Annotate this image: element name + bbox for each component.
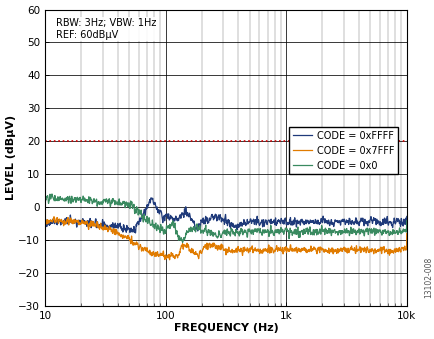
CODE = 0x0	[180, 240, 185, 244]
Legend: CODE = 0xFFFF, CODE = 0x7FFF, CODE = 0x0: CODE = 0xFFFF, CODE = 0x7FFF, CODE = 0x0	[288, 127, 398, 175]
CODE = 0x0	[358, 228, 363, 232]
Line: CODE = 0x7FFF: CODE = 0x7FFF	[45, 217, 406, 260]
CODE = 0x0	[105, 200, 110, 204]
CODE = 0x0	[84, 199, 89, 203]
CODE = 0x7FFF	[83, 221, 89, 225]
Text: 13102-008: 13102-008	[423, 257, 432, 298]
CODE = 0xFFFF	[132, 231, 138, 235]
CODE = 0x7FFF	[105, 230, 110, 234]
CODE = 0x7FFF	[181, 243, 186, 247]
CODE = 0x7FFF	[357, 250, 362, 254]
CODE = 0xFFFF	[83, 222, 89, 226]
Y-axis label: LEVEL (dBμV): LEVEL (dBμV)	[6, 115, 16, 200]
CODE = 0x7FFF	[197, 249, 202, 253]
CODE = 0xFFFF	[403, 214, 408, 218]
CODE = 0xFFFF	[396, 219, 401, 223]
Line: CODE = 0x0: CODE = 0x0	[45, 194, 406, 242]
CODE = 0x0	[181, 236, 186, 240]
CODE = 0x0	[43, 202, 48, 206]
CODE = 0x0	[396, 228, 401, 232]
CODE = 0xFFFF	[358, 217, 363, 221]
CODE = 0x0	[197, 223, 202, 227]
X-axis label: FREQUENCY (Hz): FREQUENCY (Hz)	[173, 323, 278, 334]
Line: CODE = 0xFFFF: CODE = 0xFFFF	[45, 198, 406, 233]
CODE = 0x0	[403, 219, 408, 223]
CODE = 0xFFFF	[43, 213, 48, 217]
CODE = 0x7FFF	[396, 247, 401, 252]
CODE = 0x0	[49, 192, 54, 196]
Text: RBW: 3Hz; VBW: 1Hz
REF: 60dBμV: RBW: 3Hz; VBW: 1Hz REF: 60dBμV	[56, 18, 156, 40]
CODE = 0xFFFF	[105, 224, 110, 228]
CODE = 0xFFFF	[148, 196, 153, 200]
CODE = 0xFFFF	[181, 215, 186, 219]
CODE = 0x7FFF	[43, 215, 48, 219]
CODE = 0xFFFF	[197, 223, 202, 227]
CODE = 0x7FFF	[403, 231, 408, 235]
CODE = 0x7FFF	[167, 258, 172, 262]
